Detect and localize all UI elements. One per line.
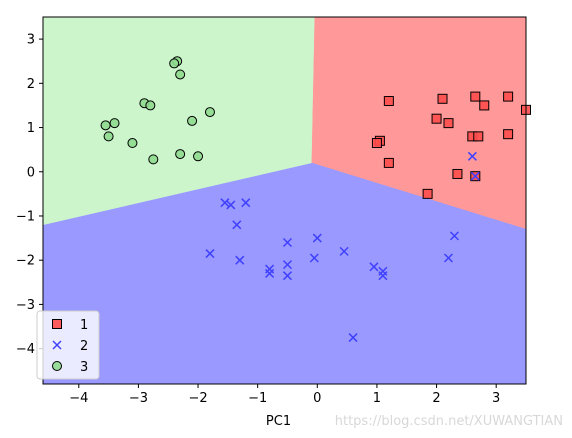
data-point-class-3 [103, 131, 114, 142]
x-axis-ticks: −4 −3 −2 −1 0 1 2 3 [69, 384, 500, 406]
data-point-class-1 [479, 100, 490, 111]
data-point-class-3 [175, 149, 186, 160]
data-point-class-2 [369, 262, 379, 272]
data-point-class-2 [282, 271, 293, 281]
legend-marker-3 [52, 361, 62, 371]
legend-box [36, 310, 100, 380]
decision-regions [42, 16, 527, 385]
legend: 1 2 3 [36, 310, 100, 380]
data-point-class-1 [452, 168, 463, 179]
y-tick-label: 3 [27, 33, 35, 48]
data-point-class-2 [312, 233, 322, 243]
data-point-class-2 [282, 260, 293, 270]
data-point-class-1 [437, 93, 448, 104]
legend-label-3: 3 [80, 360, 88, 375]
data-point-class-2 [339, 246, 349, 256]
data-point-class-3 [175, 69, 186, 80]
data-point-class-2 [309, 253, 319, 263]
x-tick-label: −2 [188, 391, 207, 406]
data-point-class-3 [169, 58, 180, 69]
legend-label-2: 2 [80, 339, 88, 354]
data-point-class-2 [449, 231, 459, 241]
data-point-class-2 [470, 171, 480, 181]
data-point-class-3 [187, 115, 198, 126]
data-point-class-2 [220, 198, 230, 208]
data-point-class-1 [443, 118, 454, 129]
data-point-class-1 [503, 129, 514, 140]
data-point-class-2 [226, 200, 236, 210]
data-point-class-1 [503, 91, 514, 102]
legend-marker-1 [52, 319, 62, 329]
data-point-class-2 [265, 268, 275, 278]
y-tick-label: 1 [27, 121, 35, 136]
data-point-class-1 [470, 91, 481, 102]
data-point-class-2 [282, 237, 293, 248]
data-point-class-1 [422, 188, 433, 199]
data-point-class-3 [127, 138, 138, 149]
data-point-class-2 [241, 198, 251, 208]
data-point-class-3 [148, 154, 159, 165]
legend-label-1: 1 [80, 318, 88, 333]
y-tick-label: −2 [16, 254, 35, 269]
data-point-class-2 [378, 271, 388, 281]
watermark-text: https://blog.csdn.net/XUWANGTIAN [335, 414, 563, 429]
x-tick-label: 3 [492, 391, 500, 406]
y-tick-label: −4 [16, 342, 35, 357]
legend-marker-2 [52, 340, 62, 350]
y-tick-label: 2 [27, 77, 35, 92]
y-tick-label: −3 [16, 298, 35, 313]
y-axis-ticks: −4 −3 −2 −1 0 1 2 3 [16, 33, 43, 357]
y-tick-label: −1 [16, 209, 35, 224]
data-point-class-2 [443, 253, 454, 263]
data-point-class-1 [431, 113, 442, 124]
data-point-class-2 [235, 255, 245, 265]
data-point-class-2 [232, 220, 242, 230]
data-point-class-2 [348, 333, 358, 343]
data-point-class-2 [205, 249, 215, 259]
x-tick-label: 2 [432, 391, 440, 406]
data-point-class-1 [473, 131, 484, 142]
x-tick-label: −1 [248, 391, 267, 406]
data-point-class-3 [100, 120, 111, 131]
data-point-class-3 [109, 118, 120, 129]
x-tick-label: 1 [373, 391, 381, 406]
data-point-class-3 [145, 100, 156, 111]
data-point-class-1 [383, 96, 394, 107]
y-tick-label: 0 [27, 165, 35, 180]
data-point-class-1 [383, 157, 394, 168]
x-tick-label: −3 [129, 391, 148, 406]
data-point-class-2 [467, 151, 477, 161]
x-tick-label: 0 [313, 391, 321, 406]
plot-frame [42, 16, 527, 385]
data-point-class-1 [371, 138, 382, 149]
data-point-class-3 [204, 107, 215, 118]
x-axis-label: PC1 [266, 414, 291, 429]
x-tick-label: −4 [69, 391, 88, 406]
data-point-class-3 [193, 151, 204, 162]
